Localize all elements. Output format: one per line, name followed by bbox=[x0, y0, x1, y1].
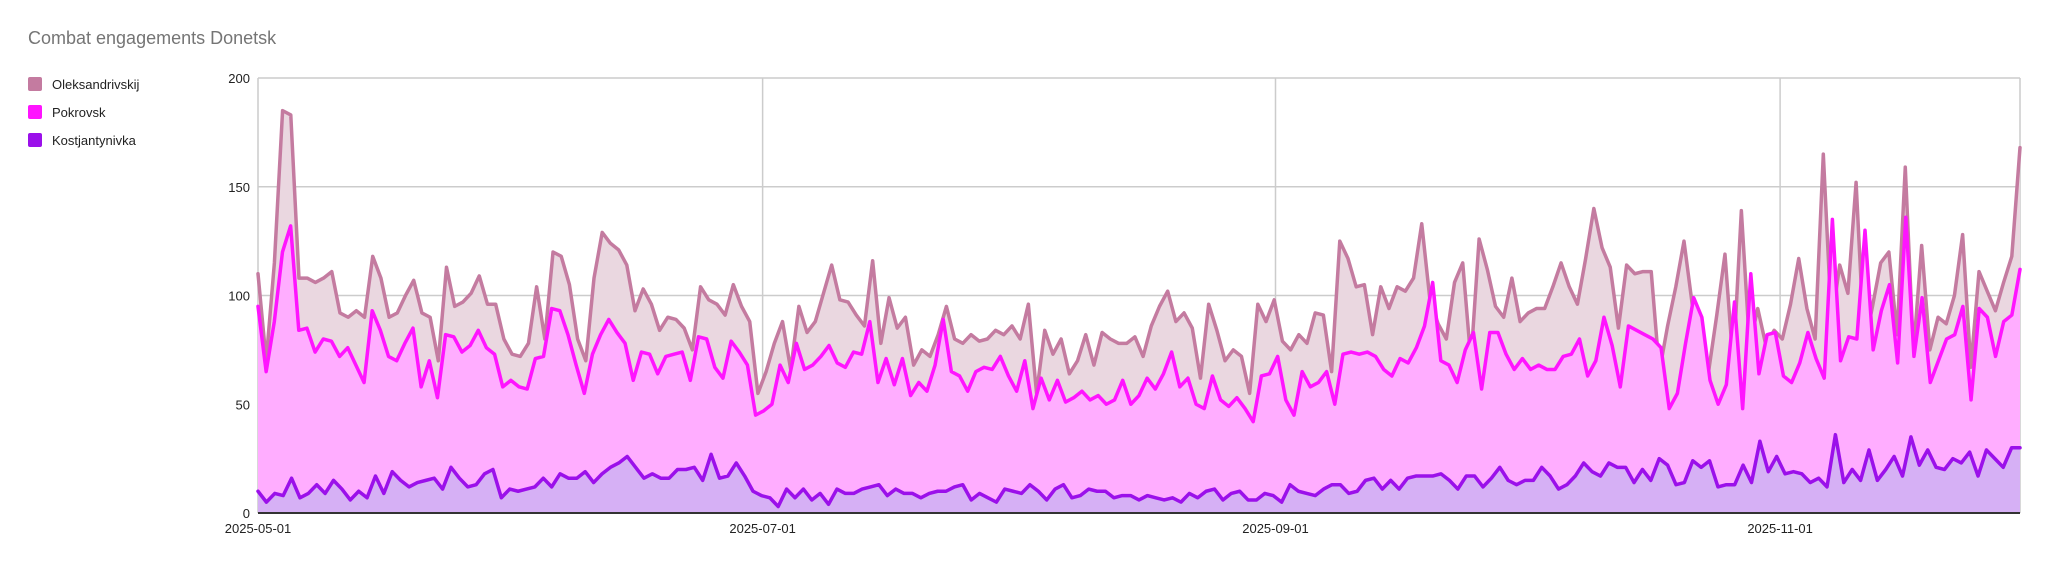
series-line-pokrovsk bbox=[256, 215, 2022, 424]
series-line-oleksandrivskij bbox=[256, 108, 2022, 396]
x-tick-label: 2025-05-01 bbox=[225, 521, 292, 536]
area-fill-pokrovsk bbox=[258, 217, 2020, 513]
legend-swatch-kostjantynivka bbox=[28, 133, 42, 147]
legend: Oleksandrivskij Pokrovsk Kostjantynivka bbox=[28, 70, 139, 154]
chart-title: Combat engagements Donetsk bbox=[28, 28, 277, 48]
x-tick-label: 2025-11-01 bbox=[1747, 521, 1813, 536]
legend-item-pokrovsk[interactable]: Pokrovsk bbox=[28, 98, 139, 126]
legend-item-kostjantynivka[interactable]: Kostjantynivka bbox=[28, 126, 139, 154]
y-tick-label: 200 bbox=[228, 71, 250, 86]
series-line-kostjantynivka bbox=[256, 432, 2022, 509]
area-fill-kostjantynivka bbox=[258, 434, 2020, 513]
x-tick-label: 2025-09-01 bbox=[1242, 521, 1309, 536]
legend-swatch-pokrovsk bbox=[28, 105, 42, 119]
y-tick-label: 100 bbox=[228, 289, 250, 304]
y-tick-label: 0 bbox=[243, 506, 250, 521]
y-tick-label: 50 bbox=[236, 397, 250, 412]
legend-item-oleksandrivskij[interactable]: Oleksandrivskij bbox=[28, 70, 139, 98]
y-tick-label: 150 bbox=[228, 180, 250, 195]
legend-label-oleksandrivskij: Oleksandrivskij bbox=[52, 76, 140, 92]
legend-label-kostjantynivka: Kostjantynivka bbox=[52, 132, 136, 148]
legend-swatch-oleksandrivskij bbox=[28, 77, 42, 91]
legend-label-pokrovsk: Pokrovsk bbox=[52, 104, 106, 120]
x-tick-label: 2025-07-01 bbox=[729, 521, 796, 536]
